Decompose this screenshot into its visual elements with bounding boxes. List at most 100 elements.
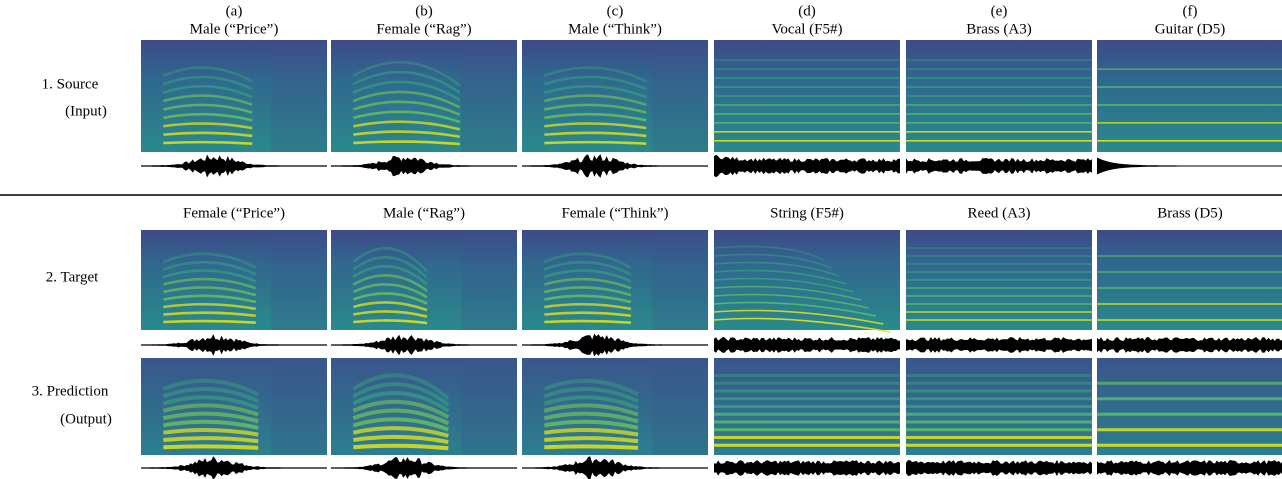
target-caption: Reed (A3) bbox=[968, 205, 1031, 221]
waveform bbox=[331, 457, 517, 479]
waveform bbox=[141, 154, 327, 178]
waveform bbox=[522, 333, 708, 357]
harmonic bbox=[352, 247, 429, 273]
harmonic bbox=[162, 269, 257, 283]
row-label: (Output) bbox=[60, 411, 112, 427]
harmonic bbox=[162, 277, 257, 290]
spectrogram bbox=[906, 40, 1092, 152]
column-letter: (c) bbox=[607, 3, 624, 19]
harmonic bbox=[352, 301, 428, 312]
harmonic bbox=[352, 399, 450, 419]
harmonic bbox=[352, 292, 428, 305]
waveform bbox=[522, 154, 708, 178]
spectrogram bbox=[141, 230, 327, 330]
target-caption: String (F5#) bbox=[770, 205, 844, 221]
harmonic bbox=[353, 130, 460, 139]
harmonic bbox=[544, 302, 632, 311]
spectrogram bbox=[331, 230, 517, 330]
harmonic bbox=[163, 112, 253, 122]
harmonic bbox=[162, 66, 253, 83]
harmonic bbox=[163, 286, 257, 297]
harmonic bbox=[162, 403, 259, 417]
harmonic bbox=[163, 294, 257, 304]
waveform bbox=[906, 158, 1092, 174]
harmonic bbox=[713, 301, 876, 317]
harmonic bbox=[352, 110, 461, 124]
harmonic bbox=[352, 283, 428, 299]
shade bbox=[461, 358, 517, 455]
harmonic bbox=[352, 390, 450, 413]
harmonic bbox=[163, 444, 259, 450]
harmonic bbox=[543, 403, 639, 417]
waveform bbox=[714, 154, 900, 178]
harmonic bbox=[163, 319, 256, 324]
harmonic bbox=[544, 140, 647, 145]
spectrogram bbox=[906, 230, 1092, 330]
harmonic bbox=[162, 260, 257, 276]
column-letter: (b) bbox=[415, 3, 433, 19]
waveform bbox=[906, 460, 1092, 476]
spectrogram bbox=[522, 230, 708, 330]
harmonic bbox=[352, 417, 450, 432]
spectrogram bbox=[1097, 40, 1282, 152]
row-label: 1. Source bbox=[42, 76, 99, 92]
harmonic bbox=[544, 94, 647, 107]
spectrogram-bg bbox=[1097, 358, 1282, 455]
harmonic bbox=[713, 285, 862, 301]
harmonic bbox=[352, 70, 461, 94]
harmonic bbox=[353, 443, 449, 451]
harmonic bbox=[543, 75, 647, 91]
harmonic bbox=[163, 311, 256, 318]
waveform bbox=[1097, 157, 1282, 175]
harmonic bbox=[544, 427, 639, 437]
spectrogram bbox=[906, 358, 1092, 455]
harmonic bbox=[713, 269, 847, 285]
spectrogram bbox=[331, 358, 517, 455]
harmonic bbox=[543, 84, 647, 99]
harmonic bbox=[352, 60, 461, 87]
shade bbox=[461, 230, 517, 330]
source-caption: Brass (A3) bbox=[966, 21, 1031, 37]
target-caption: Brass (D5) bbox=[1157, 205, 1222, 221]
spectrogram bbox=[1097, 230, 1282, 330]
harmonic bbox=[544, 294, 632, 304]
harmonic bbox=[543, 252, 632, 269]
shade bbox=[271, 40, 327, 152]
harmonic bbox=[163, 427, 259, 437]
harmonic bbox=[543, 411, 639, 424]
harmonic bbox=[163, 140, 253, 145]
shade bbox=[461, 40, 517, 152]
harmonic bbox=[353, 319, 428, 325]
harmonic bbox=[163, 302, 257, 311]
spectrogram bbox=[522, 40, 708, 152]
spectrogram bbox=[522, 358, 708, 455]
spectrogram-bg bbox=[1097, 40, 1282, 152]
harmonic bbox=[543, 387, 639, 404]
harmonic bbox=[713, 317, 891, 333]
harmonic bbox=[352, 426, 449, 438]
harmonic bbox=[352, 80, 461, 102]
harmonic bbox=[713, 245, 825, 261]
harmonic bbox=[162, 378, 260, 397]
waveform bbox=[331, 334, 517, 356]
harmonic bbox=[162, 411, 259, 424]
harmonic bbox=[543, 269, 632, 283]
target-caption: Female (“Price”) bbox=[183, 205, 285, 221]
column-letter: (d) bbox=[798, 3, 816, 19]
spectrogram bbox=[714, 40, 900, 152]
harmonic bbox=[162, 395, 260, 410]
waveform bbox=[141, 456, 327, 479]
harmonic bbox=[543, 260, 632, 276]
harmonic bbox=[544, 436, 639, 444]
target-caption: Female (“Think”) bbox=[561, 205, 668, 221]
harmonic bbox=[163, 436, 259, 444]
harmonic bbox=[544, 311, 632, 318]
harmonic bbox=[543, 378, 639, 397]
harmonic bbox=[162, 94, 253, 107]
harmonic bbox=[352, 90, 461, 109]
harmonic bbox=[544, 103, 647, 114]
harmonic bbox=[352, 274, 428, 292]
harmonic bbox=[713, 277, 854, 293]
harmonic bbox=[352, 256, 428, 279]
